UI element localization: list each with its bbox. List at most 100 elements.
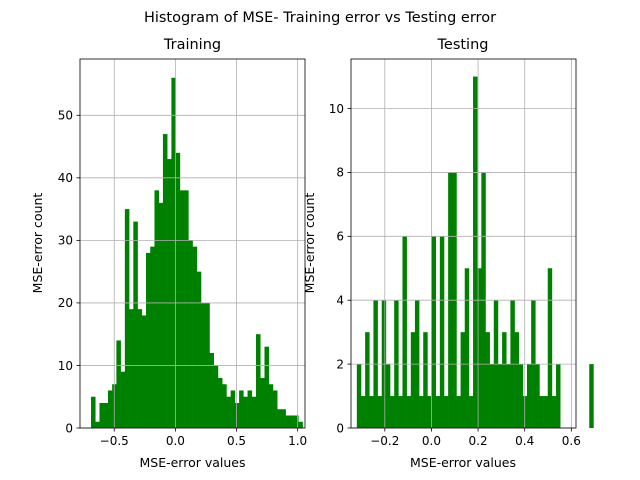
testing-bar <box>526 364 532 428</box>
training-axes-frame <box>79 58 306 429</box>
testing-ytick-label: 4 <box>336 294 344 308</box>
testing-bar <box>464 268 470 428</box>
training-bar <box>124 209 130 428</box>
testing-ytick-label: 8 <box>336 166 344 180</box>
training-bar <box>256 334 261 428</box>
training-bar <box>268 384 274 428</box>
testing-bar <box>377 396 383 428</box>
training-xtick-label: 0.5 <box>227 434 246 448</box>
training-bar <box>277 409 282 428</box>
training-xlabel: MSE-error values <box>139 455 245 470</box>
testing-bar <box>539 396 544 428</box>
training-bar <box>196 271 202 428</box>
testing-bar <box>369 396 374 428</box>
training-bars <box>91 77 303 429</box>
testing-bar <box>356 364 362 428</box>
testing-bar <box>506 364 511 428</box>
testing-bar <box>468 396 474 428</box>
training-ytick-label: 20 <box>58 296 73 310</box>
training-bar <box>298 421 303 428</box>
training-bar <box>247 390 253 428</box>
figure-title: Histogram of MSE- Training error vs Test… <box>144 10 496 26</box>
testing-ytick-label: 6 <box>336 230 344 244</box>
testing-bar <box>360 396 366 428</box>
testing-xtick-label: 0.4 <box>515 434 534 448</box>
training-bar <box>162 134 168 429</box>
training-ytick-label: 50 <box>58 109 73 123</box>
training-bar <box>99 402 104 428</box>
training-bar <box>230 390 236 428</box>
training-bar <box>167 159 172 428</box>
testing-ylabel: MSE-error count <box>302 193 317 294</box>
training-bar <box>120 371 126 428</box>
training-bar <box>222 384 227 428</box>
testing-bar <box>390 396 395 428</box>
testing-bar <box>489 364 495 428</box>
testing-bar <box>410 332 416 428</box>
training-bar <box>209 352 214 428</box>
training-bar <box>294 415 299 428</box>
testing-xtick-label: 0.0 <box>422 434 441 448</box>
testing-bar <box>431 236 436 428</box>
training-bar <box>150 246 155 428</box>
testing-xtick-label: 0.6 <box>562 434 581 448</box>
training-bar <box>175 152 181 428</box>
training-bar <box>184 190 189 428</box>
training-xtick-label: 0.0 <box>166 434 185 448</box>
training-bar <box>281 409 286 428</box>
testing-xtick-label: −0.2 <box>370 434 399 448</box>
testing-bar <box>547 268 553 428</box>
testing-bar <box>365 332 370 428</box>
testing-ytick-label: 2 <box>336 357 344 371</box>
training-bar <box>251 396 257 428</box>
training-bar <box>171 77 176 428</box>
training-bar <box>226 396 231 428</box>
testing-bar <box>439 236 445 428</box>
training-ytick-label: 0 <box>65 421 73 435</box>
testing-bar <box>435 396 441 428</box>
training-bar <box>285 415 291 428</box>
testing-bar <box>589 364 594 428</box>
training-bar <box>217 377 223 428</box>
testing-ytick-label: 0 <box>336 421 344 435</box>
training-bar <box>213 365 219 428</box>
testing-bar <box>423 332 428 428</box>
training-bar <box>260 377 265 428</box>
testing-bar <box>485 332 490 428</box>
testing-axes-frame <box>350 58 577 429</box>
testing-bar <box>543 396 549 428</box>
testing-bar <box>427 396 432 428</box>
training-bar <box>141 315 147 428</box>
training-bar <box>146 252 151 428</box>
training-bar <box>158 202 164 428</box>
training-bar <box>107 390 113 428</box>
training-bar <box>103 402 109 428</box>
testing-xtick-label: 0.2 <box>469 434 488 448</box>
testing-bars <box>356 76 594 428</box>
testing-bar <box>535 364 540 428</box>
training-ylabel: MSE-error count <box>30 193 45 294</box>
testing-bar <box>518 364 524 428</box>
training-bar <box>116 340 121 428</box>
testing-bar <box>398 396 403 428</box>
training-title: Training <box>163 37 221 53</box>
testing-bar <box>477 268 482 428</box>
training-ytick-label: 40 <box>58 171 73 185</box>
testing-ytick-label: 10 <box>329 102 344 116</box>
training-bar <box>192 246 198 428</box>
training-grid <box>80 59 305 429</box>
training-bar <box>133 221 138 428</box>
testing-bar <box>419 396 424 428</box>
training-bar <box>179 190 185 428</box>
testing-bar <box>497 364 503 428</box>
training-bar <box>234 402 240 428</box>
training-bar <box>239 390 244 428</box>
training-bar <box>289 415 295 428</box>
training-subplot: Training MSE-error values MSE-error coun… <box>30 37 307 470</box>
testing-bar <box>460 332 466 428</box>
training-ytick-label: 30 <box>58 234 73 248</box>
testing-xlabel: MSE-error values <box>410 455 516 470</box>
training-ytick-label: 10 <box>58 359 73 373</box>
training-bar <box>264 346 270 428</box>
